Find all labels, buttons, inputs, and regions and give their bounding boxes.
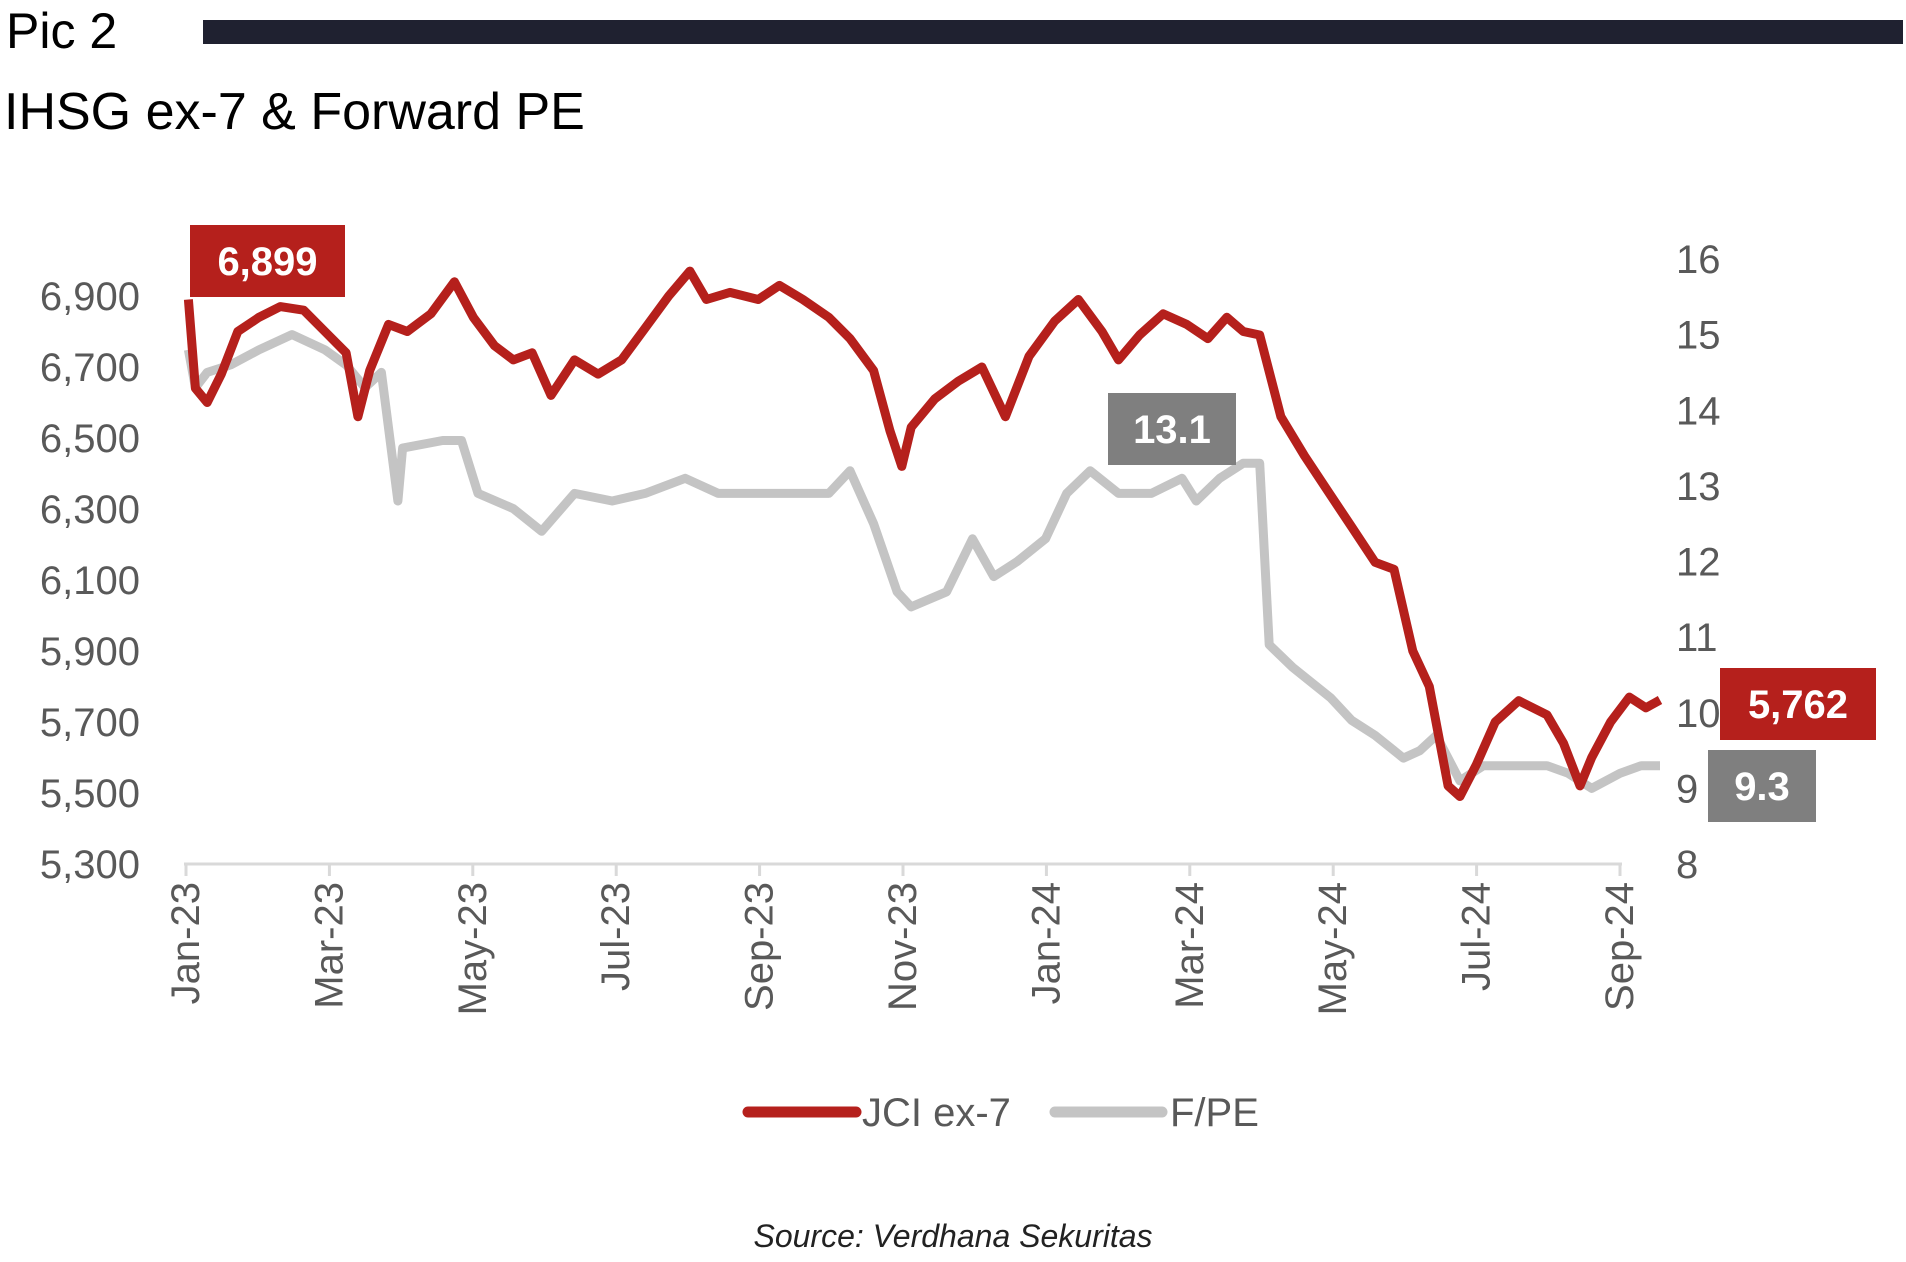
y-right-tick-label: 11 xyxy=(1676,616,1718,660)
pic-number-label: Pic 2 xyxy=(6,3,118,59)
y-right-tick-label: 10 xyxy=(1676,692,1721,736)
y-left-tick-label: 6,500 xyxy=(40,417,140,461)
callout-fpe-peak-label: 13.1 xyxy=(1133,408,1211,452)
x-tick-label: Jul-24 xyxy=(1455,882,1499,991)
callout-fpe-peak-box xyxy=(1108,393,1236,465)
header-rule xyxy=(203,20,1903,44)
x-tick-label: Nov-23 xyxy=(881,882,925,1011)
y-left-tick-label: 5,500 xyxy=(40,772,140,816)
x-tick-label: May-24 xyxy=(1311,882,1355,1015)
x-tick-label: Mar-24 xyxy=(1168,882,1212,1009)
y-right-tick-label: 14 xyxy=(1676,389,1721,433)
y-right-tick-label: 13 xyxy=(1676,465,1721,509)
y-left-tick-label: 6,300 xyxy=(40,488,140,532)
x-tick-label: Sep-23 xyxy=(738,882,782,1011)
callout-fpe-last-label: 9.3 xyxy=(1734,765,1790,809)
x-tick-label: Sep-24 xyxy=(1598,882,1642,1011)
y-left-tick-label: 6,700 xyxy=(40,346,140,390)
y-left-tick-label: 6,100 xyxy=(40,559,140,603)
y-left-tick-label: 5,300 xyxy=(40,843,140,887)
callout-jci-peak-label: 6,899 xyxy=(217,240,317,284)
x-tick-label: Jan-23 xyxy=(164,882,208,1004)
y-right-tick-label: 9 xyxy=(1676,767,1698,811)
y-left-tick-label: 5,700 xyxy=(40,701,140,745)
x-tick-label: Jan-24 xyxy=(1024,882,1068,1004)
x-tick-label: May-23 xyxy=(451,882,495,1015)
chart-title: IHSG ex-7 & Forward PE xyxy=(4,83,585,141)
y-right-tick-label: 15 xyxy=(1676,314,1721,358)
legend-jci-label: JCI ex-7 xyxy=(862,1091,1011,1135)
callout-jci-last-box xyxy=(1720,668,1876,740)
y-right-tick-label: 8 xyxy=(1676,843,1698,887)
callout-jci-peak-box xyxy=(190,225,345,297)
jci-series-line xyxy=(183,266,1663,801)
x-tick-label: Jul-23 xyxy=(594,882,638,991)
callout-jci-last-label: 5,762 xyxy=(1748,683,1848,727)
fpe-series-line xyxy=(183,330,1660,793)
legend-fpe-label: F/PE xyxy=(1170,1091,1259,1135)
source-note: Source: Verdhana Sekuritas xyxy=(753,1218,1153,1254)
y-left-tick-label: 5,900 xyxy=(40,630,140,674)
y-right-tick-label: 16 xyxy=(1676,238,1721,282)
x-tick-label: Mar-23 xyxy=(307,882,351,1009)
y-left-tick-label: 6,900 xyxy=(40,275,140,319)
callout-fpe-last-box xyxy=(1708,750,1816,822)
y-right-tick-label: 12 xyxy=(1676,541,1721,585)
